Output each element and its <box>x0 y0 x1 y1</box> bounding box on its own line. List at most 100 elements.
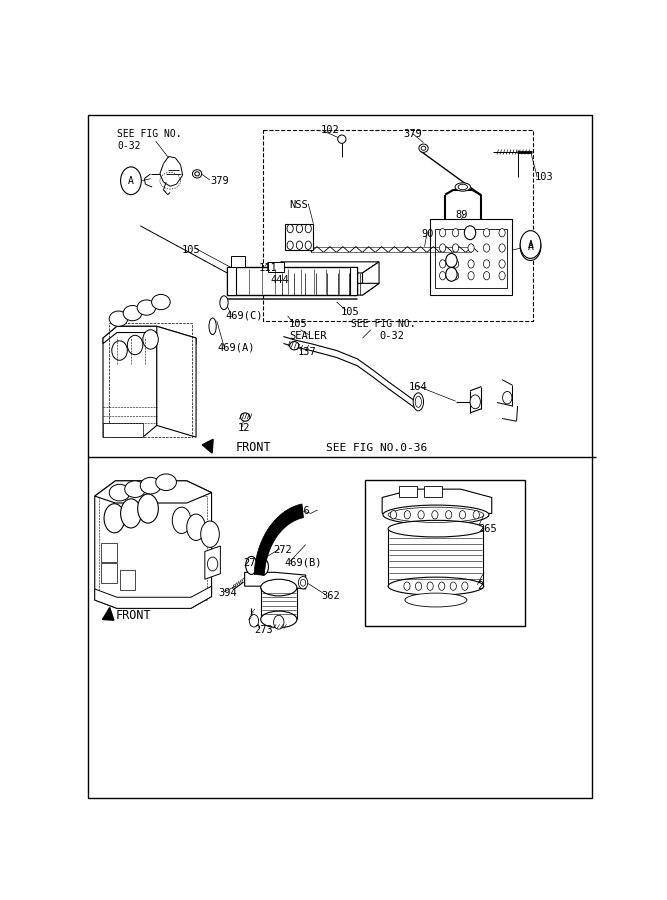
Circle shape <box>470 395 480 409</box>
Bar <box>101 543 117 562</box>
Circle shape <box>503 392 512 404</box>
Ellipse shape <box>109 484 130 501</box>
Polygon shape <box>266 262 281 295</box>
Bar <box>424 486 442 498</box>
Circle shape <box>273 616 284 629</box>
Polygon shape <box>266 262 379 273</box>
Text: 379: 379 <box>403 129 422 139</box>
Text: 272: 272 <box>273 545 292 555</box>
Circle shape <box>439 582 445 590</box>
Circle shape <box>418 510 424 519</box>
Text: 12: 12 <box>237 423 250 433</box>
Circle shape <box>287 241 293 249</box>
Ellipse shape <box>125 481 145 498</box>
Text: 90: 90 <box>421 230 434 239</box>
Circle shape <box>460 510 466 519</box>
Circle shape <box>499 229 505 237</box>
Circle shape <box>416 582 422 590</box>
Ellipse shape <box>464 226 476 239</box>
Text: NSS: NSS <box>289 200 308 210</box>
Circle shape <box>121 166 141 194</box>
Text: 444: 444 <box>271 274 289 285</box>
Ellipse shape <box>455 183 470 191</box>
Polygon shape <box>103 327 157 437</box>
Circle shape <box>484 244 490 252</box>
Text: A: A <box>128 176 134 185</box>
Polygon shape <box>205 546 220 580</box>
Ellipse shape <box>388 577 484 595</box>
Circle shape <box>305 224 311 233</box>
Text: 105: 105 <box>181 245 200 255</box>
Ellipse shape <box>137 300 156 315</box>
Circle shape <box>446 510 452 519</box>
Ellipse shape <box>121 499 141 528</box>
Polygon shape <box>254 504 303 575</box>
Circle shape <box>440 272 446 280</box>
Polygon shape <box>157 327 196 437</box>
Circle shape <box>440 229 446 237</box>
Text: 103: 103 <box>535 172 554 183</box>
Ellipse shape <box>123 305 142 320</box>
Circle shape <box>450 582 456 590</box>
Text: 272: 272 <box>243 558 262 568</box>
Text: 2: 2 <box>478 581 484 591</box>
Text: 105: 105 <box>289 320 307 329</box>
Polygon shape <box>245 572 305 589</box>
Circle shape <box>520 230 541 258</box>
Ellipse shape <box>416 396 422 408</box>
Circle shape <box>499 244 505 252</box>
Ellipse shape <box>143 329 158 349</box>
Ellipse shape <box>383 505 489 525</box>
Circle shape <box>296 224 303 233</box>
Ellipse shape <box>151 294 170 310</box>
Bar <box>231 256 245 267</box>
Ellipse shape <box>187 514 205 540</box>
Polygon shape <box>103 608 114 620</box>
Text: 0-32: 0-32 <box>380 331 405 341</box>
Text: 469(C): 469(C) <box>225 310 263 321</box>
Text: 379: 379 <box>210 176 229 185</box>
Bar <box>365 480 526 626</box>
Text: 102: 102 <box>321 125 340 135</box>
Bar <box>227 267 236 295</box>
Circle shape <box>390 510 397 519</box>
Text: FRONT: FRONT <box>236 441 271 454</box>
Text: 137: 137 <box>298 346 317 357</box>
Circle shape <box>287 224 293 233</box>
Text: SEE FIG NO.0-36: SEE FIG NO.0-36 <box>326 443 428 453</box>
Text: 496: 496 <box>291 507 310 517</box>
Ellipse shape <box>261 580 297 596</box>
Ellipse shape <box>172 508 191 534</box>
Polygon shape <box>202 439 213 453</box>
Circle shape <box>468 244 474 252</box>
Circle shape <box>404 582 410 590</box>
Text: 469(A): 469(A) <box>217 343 255 353</box>
Circle shape <box>298 577 307 589</box>
Text: 111: 111 <box>259 263 278 273</box>
Ellipse shape <box>127 336 143 355</box>
Circle shape <box>452 260 459 268</box>
Text: 469(B): 469(B) <box>284 558 321 568</box>
Circle shape <box>432 510 438 519</box>
Circle shape <box>440 244 446 252</box>
Ellipse shape <box>201 521 219 547</box>
Circle shape <box>305 241 311 249</box>
Text: A: A <box>528 241 534 252</box>
Bar <box>119 571 135 590</box>
Polygon shape <box>285 224 313 250</box>
Ellipse shape <box>109 311 128 327</box>
Circle shape <box>520 233 541 260</box>
Text: 89: 89 <box>456 211 468 220</box>
Circle shape <box>499 272 505 280</box>
Polygon shape <box>430 219 512 295</box>
Ellipse shape <box>193 170 201 178</box>
Polygon shape <box>382 490 492 513</box>
Bar <box>435 230 508 288</box>
Ellipse shape <box>112 341 127 360</box>
Polygon shape <box>95 586 211 608</box>
Ellipse shape <box>209 318 216 335</box>
Ellipse shape <box>258 558 268 575</box>
Circle shape <box>484 260 490 268</box>
Bar <box>227 267 358 295</box>
Text: 164: 164 <box>409 382 428 392</box>
